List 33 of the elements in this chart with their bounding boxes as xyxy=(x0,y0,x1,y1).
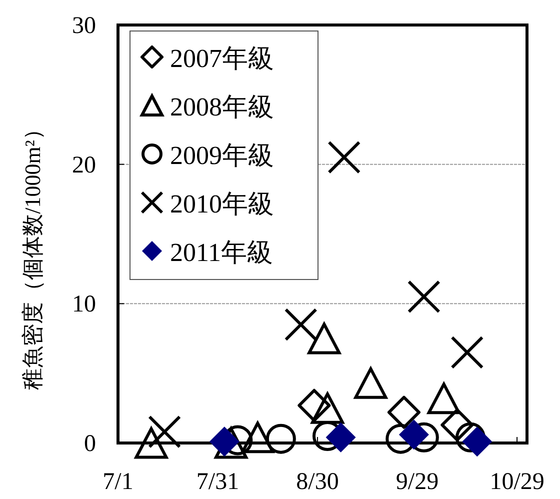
legend-label: 2011年級 xyxy=(170,238,274,267)
y-tick-label: 10 xyxy=(72,292,96,318)
legend-label: 2007年級 xyxy=(170,44,274,73)
legend-label: 2010年級 xyxy=(170,190,274,218)
point xyxy=(298,388,331,422)
y-tick-label: 30 xyxy=(72,13,96,39)
x-tick-label: 9/29 xyxy=(396,469,439,495)
point xyxy=(266,424,296,454)
point xyxy=(407,280,440,314)
x-tick-label: 7/1 xyxy=(102,469,134,495)
x-tick-label: 8/30 xyxy=(296,469,339,495)
x-tick-label: 10/29 xyxy=(490,469,544,495)
point xyxy=(134,427,168,459)
point xyxy=(328,140,361,174)
point xyxy=(308,322,341,354)
point xyxy=(427,382,460,414)
y-axis-title: 稚魚密度（個体数/1000m²） xyxy=(20,118,45,390)
point xyxy=(354,367,388,399)
point xyxy=(450,336,484,369)
point xyxy=(462,426,492,457)
point xyxy=(398,420,429,450)
point xyxy=(148,415,182,448)
legend-label: 2008年級 xyxy=(170,92,274,122)
legend-label: 2009年級 xyxy=(170,141,274,170)
point xyxy=(284,308,318,342)
x-tick-label: 7/31 xyxy=(196,469,240,495)
point xyxy=(310,392,344,424)
y-tick-label: 20 xyxy=(72,152,96,178)
point xyxy=(326,422,356,452)
point xyxy=(241,422,274,454)
point xyxy=(440,408,474,442)
y-tick-label: 0 xyxy=(84,431,96,457)
point xyxy=(387,396,420,429)
